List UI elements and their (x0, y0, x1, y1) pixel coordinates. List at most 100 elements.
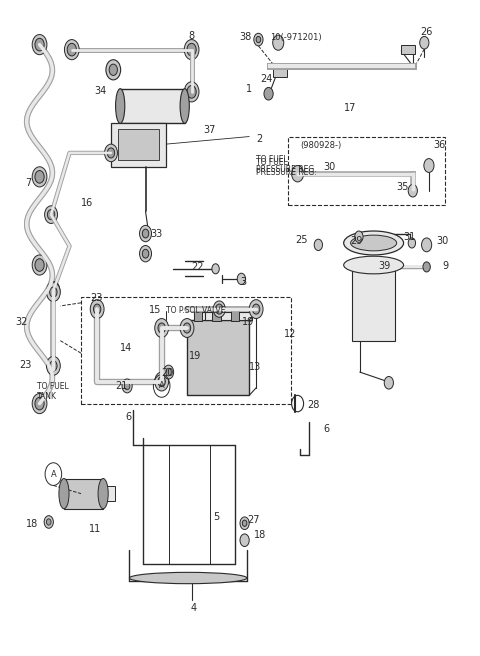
Circle shape (32, 35, 47, 54)
Circle shape (47, 281, 60, 299)
Circle shape (240, 534, 249, 546)
Circle shape (212, 264, 219, 274)
Circle shape (45, 206, 58, 224)
Circle shape (32, 167, 47, 187)
Circle shape (183, 323, 191, 333)
Text: TO FUEL
PRESSURE REG.: TO FUEL PRESSURE REG. (256, 155, 317, 174)
Text: 6: 6 (323, 424, 329, 434)
Circle shape (166, 368, 171, 376)
Circle shape (47, 283, 60, 302)
Text: A: A (159, 381, 165, 390)
Bar (120, 89, 185, 123)
Text: 18: 18 (254, 529, 266, 540)
Circle shape (408, 238, 416, 248)
Circle shape (252, 304, 260, 314)
Bar (401, 45, 415, 54)
Text: 16: 16 (81, 198, 93, 209)
Text: 8: 8 (189, 31, 195, 41)
Circle shape (50, 361, 57, 371)
Circle shape (122, 379, 132, 393)
Bar (118, 129, 159, 161)
Circle shape (213, 301, 225, 318)
Circle shape (109, 64, 118, 75)
Circle shape (32, 394, 47, 414)
Circle shape (424, 159, 434, 173)
Ellipse shape (116, 89, 125, 123)
Text: 32: 32 (16, 317, 28, 327)
Text: 29: 29 (350, 236, 363, 246)
Circle shape (50, 287, 57, 297)
Circle shape (420, 37, 429, 49)
Circle shape (292, 165, 303, 182)
Text: 23: 23 (90, 293, 103, 303)
Circle shape (44, 516, 53, 528)
Bar (64, 478, 103, 509)
Text: 35: 35 (396, 182, 409, 192)
Text: 37: 37 (203, 125, 216, 134)
Circle shape (124, 382, 130, 390)
Circle shape (105, 144, 118, 162)
Text: 31: 31 (404, 232, 416, 241)
Text: TO FUEL
TANK: TO FUEL TANK (37, 382, 69, 401)
Circle shape (249, 300, 263, 319)
Circle shape (32, 255, 47, 275)
Text: 18: 18 (26, 520, 38, 529)
Circle shape (50, 285, 57, 295)
Circle shape (94, 304, 101, 314)
Circle shape (155, 319, 168, 337)
Circle shape (47, 356, 60, 375)
Circle shape (90, 300, 104, 319)
Circle shape (273, 35, 284, 51)
Ellipse shape (344, 231, 404, 255)
Text: 24: 24 (260, 73, 272, 83)
Text: 27: 27 (247, 515, 259, 525)
Circle shape (423, 262, 430, 272)
Text: 30: 30 (323, 162, 335, 172)
Circle shape (35, 171, 44, 183)
Circle shape (242, 520, 247, 526)
Ellipse shape (59, 478, 69, 509)
Circle shape (140, 226, 152, 241)
Text: 14: 14 (120, 343, 132, 353)
Text: 11: 11 (89, 525, 101, 535)
Ellipse shape (180, 89, 189, 123)
Circle shape (47, 519, 51, 525)
Bar (194, 307, 202, 321)
Text: 10(-971201): 10(-971201) (270, 33, 322, 41)
Circle shape (155, 372, 168, 391)
Circle shape (142, 229, 149, 238)
Circle shape (216, 304, 223, 314)
Text: 1: 1 (246, 84, 252, 94)
Circle shape (35, 38, 44, 51)
Ellipse shape (344, 256, 404, 274)
Circle shape (254, 33, 263, 46)
Circle shape (240, 517, 249, 529)
Text: 38: 38 (239, 32, 252, 42)
Text: 33: 33 (150, 228, 162, 239)
Circle shape (164, 365, 174, 379)
Circle shape (35, 258, 44, 272)
Text: 19: 19 (189, 352, 202, 361)
Circle shape (187, 43, 196, 56)
Text: 21: 21 (116, 381, 128, 391)
Circle shape (142, 249, 149, 258)
Text: 9: 9 (443, 261, 449, 272)
Bar (111, 123, 166, 167)
Text: 12: 12 (284, 329, 296, 339)
Circle shape (35, 398, 44, 410)
Text: (980928-): (980928-) (300, 141, 341, 150)
Text: 23: 23 (19, 359, 32, 369)
Text: 6: 6 (126, 413, 132, 422)
Circle shape (384, 377, 394, 389)
Circle shape (421, 238, 432, 252)
Circle shape (264, 87, 273, 100)
Text: 15: 15 (149, 305, 162, 316)
Circle shape (48, 210, 55, 220)
Text: 3: 3 (240, 277, 246, 287)
Bar (81, 297, 291, 403)
Bar (194, 312, 252, 320)
Text: A: A (50, 470, 56, 479)
Ellipse shape (98, 478, 108, 509)
Text: 4: 4 (191, 604, 197, 613)
Circle shape (237, 273, 246, 285)
